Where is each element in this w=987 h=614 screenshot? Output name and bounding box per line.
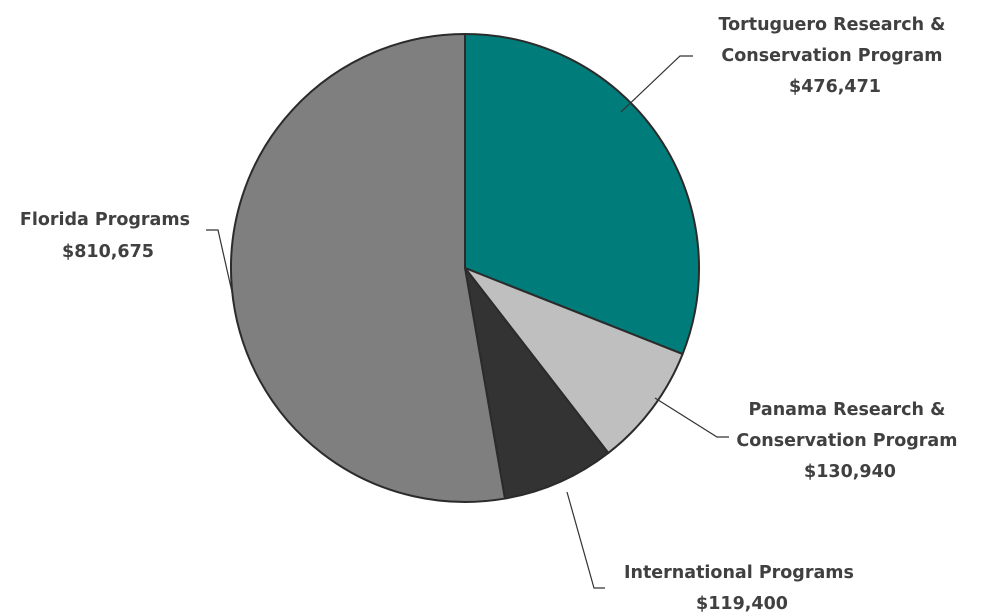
data-labels: Tortuguero Research & Conservation Progr…: [20, 15, 963, 614]
leader-line-panama: [654, 397, 729, 438]
leader-lines: [206, 55, 729, 589]
leader-line-florida: [206, 229, 233, 293]
slice-value-international: $119,400: [696, 594, 788, 614]
pie-slice-florida: [229, 33, 506, 503]
slice-label-international: International Programs $119,400: [624, 563, 860, 614]
slice-label-international-line-1: International Programs: [624, 563, 854, 583]
slice-label-panama: Panama Research & Conservation Program $…: [736, 400, 963, 482]
slice-value-florida: $810,675: [62, 242, 154, 262]
slice-label-panama-line-2: Conservation Program: [736, 431, 957, 451]
pie-slice-tortuguero: [464, 33, 700, 356]
pie-slices: [229, 33, 700, 503]
slice-value-panama: $130,940: [804, 462, 896, 482]
slice-label-florida-line-1: Florida Programs: [20, 210, 190, 230]
leader-line-tortuguero: [620, 55, 693, 113]
slice-label-tortuguero-line-2: Conservation Program: [721, 46, 942, 66]
slice-label-panama-line-1: Panama Research &: [749, 400, 946, 420]
slice-label-tortuguero-line-1: Tortuguero Research &: [718, 15, 945, 35]
leader-line-international: [566, 491, 605, 589]
slice-value-tortuguero: $476,471: [789, 77, 881, 97]
pie-slice-panama: [464, 267, 684, 454]
slice-label-tortuguero: Tortuguero Research & Conservation Progr…: [718, 15, 951, 97]
pie-slice-international: [464, 267, 610, 500]
slice-label-florida: Florida Programs $810,675: [20, 210, 196, 262]
